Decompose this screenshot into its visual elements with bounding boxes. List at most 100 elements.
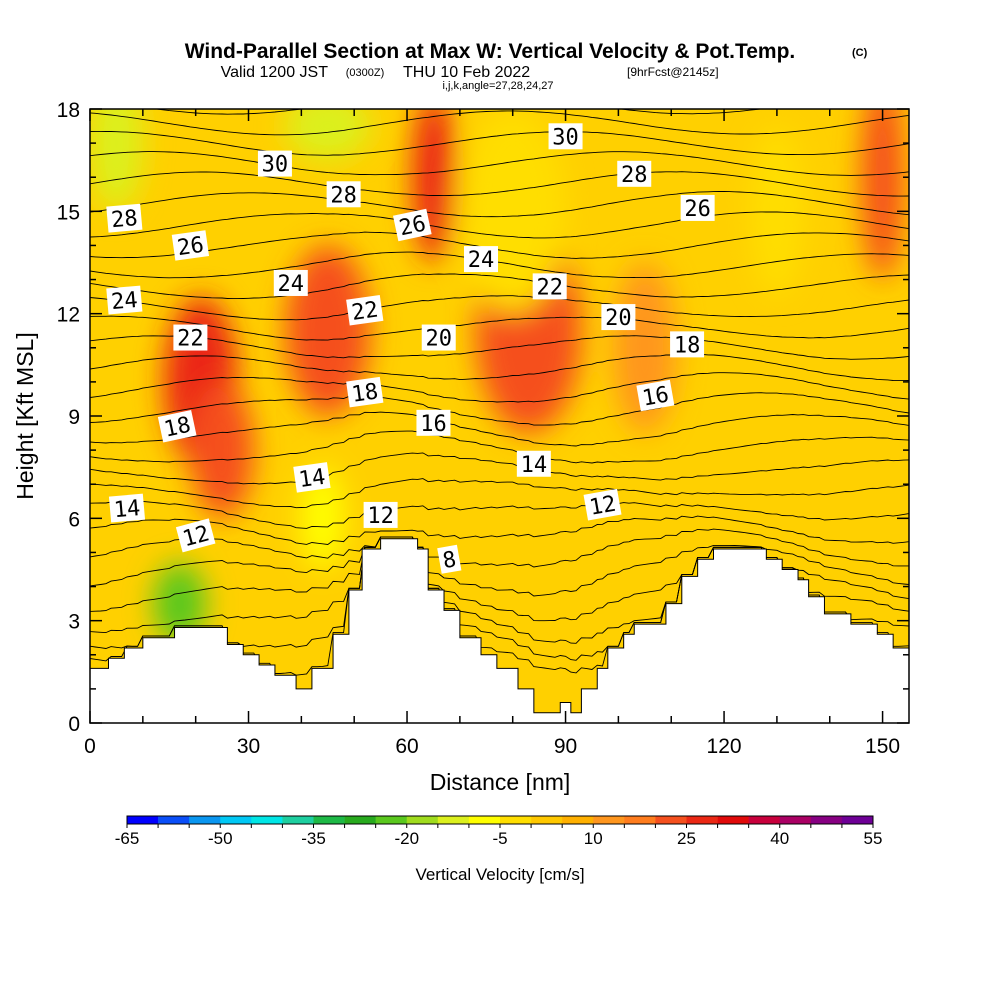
colorbar-swatch	[810, 816, 843, 824]
contour-label-box	[326, 181, 361, 208]
isentrope-line	[90, 536, 909, 597]
x-axis: 0 30 60 90 120 150	[84, 109, 900, 758]
colorbar-swatch	[531, 816, 563, 824]
contour-label: 16	[636, 379, 675, 412]
contour-label: 14	[293, 462, 331, 493]
contour-label-box	[346, 376, 384, 408]
x-tick-label: 30	[237, 735, 260, 758]
contour-label-box	[532, 273, 567, 300]
plot-area	[90, 109, 909, 723]
isentrope-line	[90, 392, 909, 426]
contour-label-text: 18	[350, 379, 380, 407]
contour-label-box	[173, 324, 208, 351]
contour-label: 28	[106, 203, 143, 233]
contour-label-box	[601, 304, 636, 331]
contour-label-box	[175, 518, 216, 553]
colorbar-swatch	[500, 816, 532, 824]
contour-label-text: 14	[113, 496, 142, 523]
contour-label: 20	[421, 324, 456, 352]
colorbar-swatch	[468, 816, 501, 824]
contour-label: 24	[464, 246, 499, 273]
isentrope-line	[90, 110, 909, 136]
isentrope-line	[90, 353, 909, 382]
colorbar-swatch	[437, 816, 470, 824]
isentrope-line	[90, 478, 909, 509]
colorbar-swatch	[375, 816, 408, 824]
contour-label-box	[636, 379, 675, 412]
colorbar-tick-label: -35	[301, 829, 326, 848]
valid-time: Valid 1200 JST	[221, 64, 329, 81]
updraft-region	[861, 109, 904, 280]
colorbar-swatch	[251, 816, 283, 824]
colorbar-tick-label: -65	[115, 829, 140, 848]
contour-label: 24	[106, 285, 143, 315]
contour-label-text: 12	[367, 504, 394, 529]
contour-label: 18	[670, 331, 705, 358]
contour-label: 28	[617, 160, 652, 188]
contour-label-box	[346, 295, 384, 326]
isentrope-line	[90, 515, 909, 545]
colorbar-swatch	[717, 816, 749, 824]
contour-label-box	[257, 150, 292, 177]
valid-date: THU 10 Feb 2022	[403, 64, 530, 81]
isentrope-line	[90, 528, 909, 568]
forecast-info: [9hrFcst@2145z]	[627, 65, 719, 79]
isentrope-line	[90, 536, 909, 622]
x-axis-title: Distance [nm]	[430, 769, 571, 795]
isentrope-line	[90, 273, 909, 299]
contour-label-box	[583, 488, 622, 521]
contour-label-text: 20	[605, 306, 632, 331]
contour-label-text: 28	[110, 206, 139, 233]
colorbar-swatch	[686, 816, 718, 824]
contour-label-box	[421, 324, 456, 351]
isentrope-line	[90, 251, 909, 279]
colorbar: -65 -50 -35 -20 -5 10 25 40 55	[115, 815, 883, 848]
title-units: (C)	[852, 47, 868, 59]
contour-label-box	[670, 331, 705, 358]
contour-label-text: 22	[536, 275, 563, 300]
contour-label-box	[108, 493, 146, 523]
contour-label: 16	[416, 409, 451, 437]
vertical-velocity-field	[90, 109, 904, 645]
isentrope-line	[90, 452, 909, 485]
contour-label: 26	[680, 194, 715, 222]
colorbar-swatch	[282, 816, 314, 824]
contour-label-text: 16	[420, 412, 447, 437]
contour-label-box	[680, 194, 715, 221]
colorbar-swatch	[624, 816, 656, 824]
colorbar-swatch	[127, 816, 159, 824]
isentrope-line	[153, 109, 764, 115]
contour-label-box	[157, 409, 197, 443]
contour-label: 12	[363, 501, 398, 529]
downdraft-region	[90, 109, 143, 212]
contour-label-box	[548, 123, 583, 150]
y-tick-label: 0	[68, 713, 80, 736]
contour-label: 14	[108, 493, 146, 523]
contour-label: 28	[326, 181, 361, 208]
contour-label-text: 20	[425, 327, 452, 352]
colorbar-swatch	[220, 816, 252, 824]
isentrope-line	[90, 211, 909, 239]
contour-label: 26	[171, 230, 210, 261]
isentrope-line	[90, 151, 909, 176]
colorbar-swatch	[779, 816, 812, 824]
contour-label-text: 28	[621, 163, 648, 188]
contour-label-text: 22	[350, 298, 380, 326]
colorbar-tick-label: 55	[864, 829, 883, 848]
colorbar-swatch	[593, 816, 625, 824]
y-tick-label: 6	[68, 508, 80, 531]
colorbar-swatch	[313, 816, 345, 824]
contour-label: 18	[157, 409, 197, 443]
downdraft-region	[301, 467, 344, 570]
colorbar-tick-label: 25	[677, 829, 696, 848]
y-tick-label: 3	[68, 611, 80, 634]
isentrope-line	[90, 411, 909, 447]
contour-label-text: 28	[330, 183, 357, 208]
x-tick-label: 0	[84, 735, 96, 758]
updraft-region	[190, 381, 254, 519]
isentrope-line	[90, 500, 909, 529]
isentrope-line	[90, 191, 909, 218]
y-axis-title: Height [Kft MSL]	[12, 332, 38, 499]
colorbar-swatch	[189, 816, 221, 824]
